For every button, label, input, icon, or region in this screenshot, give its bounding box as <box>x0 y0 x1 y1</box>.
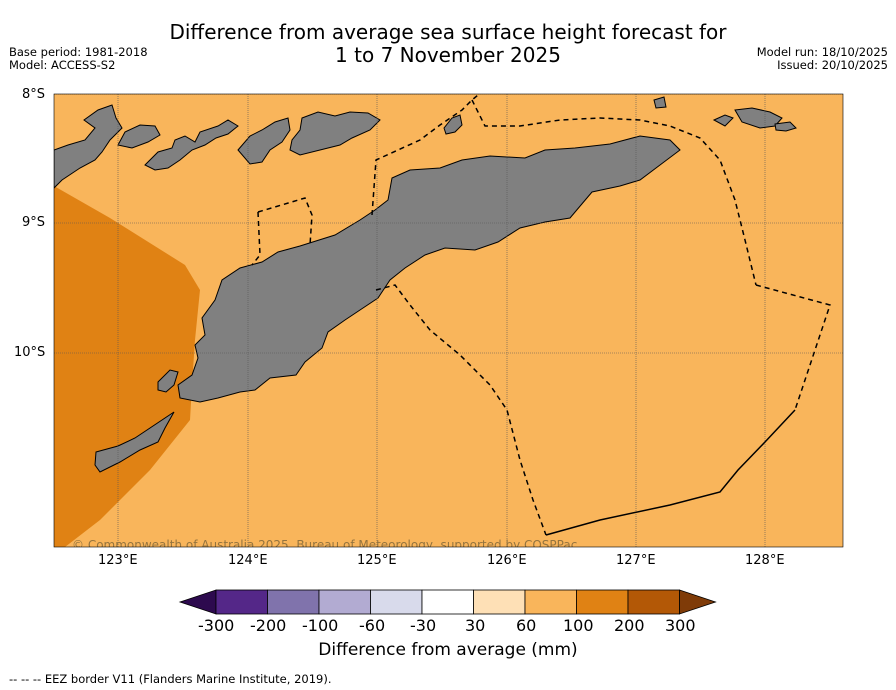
flores-island <box>54 104 123 189</box>
timor-island <box>177 135 681 403</box>
colorbar-tick-2: -100 <box>302 616 339 635</box>
moa-island <box>774 121 797 132</box>
colorbar-segment <box>370 589 423 615</box>
colorbar-segment <box>627 589 680 615</box>
lat-label-8s: 8°S <box>22 87 46 102</box>
colorbar-segment <box>524 589 577 615</box>
lon-label-127e: 127°E <box>616 553 656 568</box>
colorbar-tick-5: 30 <box>465 616 486 635</box>
map-frame <box>53 93 844 548</box>
lat-label-10s: 10°S <box>14 345 46 360</box>
colorbar-segments <box>178 589 717 615</box>
colorbar-extend-high <box>679 589 717 615</box>
colorbar-tick-7: 100 <box>563 616 594 635</box>
meta-left: Base period: 1981-2018 Model: ACCESS-S2 <box>9 46 148 72</box>
kisar-island <box>443 114 463 135</box>
lon-label-125e: 125°E <box>357 553 397 568</box>
meta-right: Model run: 18/10/2025 Issued: 20/10/2025 <box>757 46 888 72</box>
model-run: Model run: 18/10/2025 <box>756 45 888 59</box>
colorbar-tick-9: 300 <box>665 616 696 635</box>
atauro-island <box>237 117 291 165</box>
eez-border <box>251 94 831 536</box>
colorbar-segment <box>421 589 474 615</box>
lon-label-126e: 126°E <box>487 553 527 568</box>
leti-island <box>734 107 783 129</box>
romang-island <box>653 96 667 109</box>
wetar-island <box>289 111 381 156</box>
colorbar-segment <box>267 589 320 615</box>
base-period: Base period: 1981-2018 <box>9 45 148 59</box>
copyright-text: © Commonwealth of Australia 2025, Bureau… <box>72 538 577 552</box>
lon-label-123e: 123°E <box>98 553 138 568</box>
colorbar-extend-low <box>178 589 217 615</box>
alor-island <box>144 119 239 171</box>
lon-label-124e: 124°E <box>228 553 268 568</box>
colorbar-tick-0: -300 <box>198 616 235 635</box>
lon-label-128e: 128°E <box>745 553 785 568</box>
title-line-1: Difference from average sea surface heig… <box>169 20 727 44</box>
colorbar-tick-8: 200 <box>614 616 645 635</box>
map-area: © Commonwealth of Australia 2025, Bureau… <box>54 94 843 552</box>
colorbar-tick-6: 60 <box>516 616 537 635</box>
colorbar-segment <box>473 589 526 615</box>
colorbar-segment <box>318 589 371 615</box>
eez-legend: -- -- -- EEZ border V11 (Flanders Marine… <box>9 672 332 686</box>
colorbar-tick-4: -30 <box>410 616 437 635</box>
lakor-island <box>712 114 734 127</box>
sea-anomaly-100-200 <box>54 186 200 547</box>
issued-date: Issued: 20/10/2025 <box>777 58 888 72</box>
pantar-island <box>117 124 161 149</box>
colorbar-tick-3: -60 <box>359 616 386 635</box>
rote-island <box>94 411 175 473</box>
semau-island <box>157 369 179 393</box>
colorbar-tick-1: -200 <box>250 616 287 635</box>
lat-label-9s: 9°S <box>22 215 46 230</box>
title-line-2: 1 to 7 November 2025 <box>335 43 561 67</box>
graticule <box>54 94 843 547</box>
colorbar-segment <box>576 589 629 615</box>
eez-border-solid <box>545 409 796 536</box>
colorbar-segment <box>215 589 268 615</box>
model-name: Model: ACCESS-S2 <box>9 58 116 72</box>
colorbar-label: Difference from average (mm) <box>318 640 578 660</box>
